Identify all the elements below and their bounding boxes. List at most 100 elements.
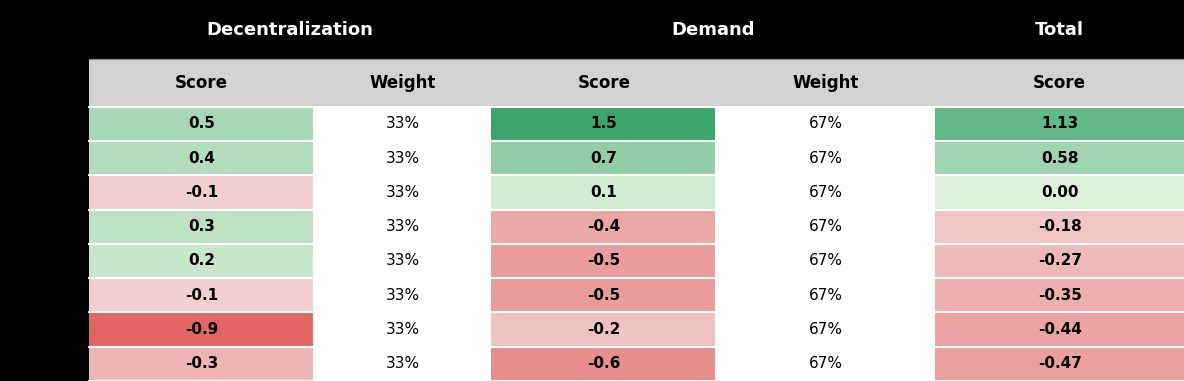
Text: 0.3: 0.3 (188, 219, 214, 234)
Text: APT: APT (26, 252, 63, 270)
FancyBboxPatch shape (89, 244, 1184, 278)
Text: AVAX: AVAX (20, 218, 69, 236)
Text: 0.1: 0.1 (591, 185, 617, 200)
FancyBboxPatch shape (491, 312, 716, 347)
Text: -0.18: -0.18 (1038, 219, 1081, 234)
Text: -0.5: -0.5 (587, 253, 620, 269)
FancyBboxPatch shape (716, 59, 935, 107)
Text: SOL: SOL (26, 149, 63, 167)
Text: XRP: XRP (26, 320, 63, 339)
Text: -0.2: -0.2 (587, 322, 620, 337)
FancyBboxPatch shape (89, 141, 314, 175)
Text: XRP: XRP (26, 320, 63, 339)
Text: 0.4: 0.4 (188, 150, 214, 166)
Text: SOL: SOL (26, 149, 63, 167)
FancyBboxPatch shape (935, 0, 1184, 59)
Text: 67%: 67% (809, 288, 843, 303)
FancyBboxPatch shape (491, 278, 716, 312)
Text: -0.4: -0.4 (587, 219, 620, 234)
Text: APT: APT (26, 252, 63, 270)
Text: -0.27: -0.27 (1037, 253, 1082, 269)
FancyBboxPatch shape (89, 175, 1184, 210)
FancyBboxPatch shape (89, 59, 314, 107)
FancyBboxPatch shape (935, 107, 1184, 141)
Text: -0.35: -0.35 (1037, 288, 1082, 303)
FancyBboxPatch shape (491, 107, 716, 141)
Text: 67%: 67% (809, 219, 843, 234)
FancyBboxPatch shape (935, 347, 1184, 381)
Text: 33%: 33% (386, 150, 419, 166)
Text: 0.5: 0.5 (188, 116, 214, 131)
FancyBboxPatch shape (89, 278, 1184, 312)
Text: 67%: 67% (809, 356, 843, 371)
Text: Score: Score (175, 74, 227, 92)
FancyBboxPatch shape (935, 312, 1184, 347)
Text: Score: Score (1034, 74, 1086, 92)
Text: 67%: 67% (809, 116, 843, 131)
Text: 33%: 33% (386, 185, 419, 200)
Text: 33%: 33% (386, 356, 419, 371)
Text: Weight: Weight (369, 74, 436, 92)
Text: -0.44: -0.44 (1037, 322, 1082, 337)
FancyBboxPatch shape (89, 244, 314, 278)
Text: 33%: 33% (386, 322, 419, 337)
Text: -0.9: -0.9 (185, 322, 218, 337)
FancyBboxPatch shape (935, 141, 1184, 175)
Text: AVAX: AVAX (20, 218, 69, 236)
Text: 67%: 67% (809, 150, 843, 166)
FancyBboxPatch shape (491, 0, 935, 59)
Text: ATOM: ATOM (18, 355, 71, 373)
FancyBboxPatch shape (491, 244, 716, 278)
Text: ATOM: ATOM (18, 355, 71, 373)
Text: -0.47: -0.47 (1037, 356, 1082, 371)
Text: 0.2: 0.2 (188, 253, 214, 269)
Text: NEAR: NEAR (19, 183, 70, 202)
FancyBboxPatch shape (89, 312, 314, 347)
Text: Demand: Demand (671, 21, 755, 38)
Text: 0.7: 0.7 (591, 150, 617, 166)
FancyBboxPatch shape (491, 347, 716, 381)
Text: 0.00: 0.00 (1041, 185, 1079, 200)
FancyBboxPatch shape (89, 210, 314, 244)
FancyBboxPatch shape (89, 107, 314, 141)
FancyBboxPatch shape (935, 175, 1184, 210)
FancyBboxPatch shape (89, 0, 491, 59)
FancyBboxPatch shape (89, 312, 1184, 347)
FancyBboxPatch shape (935, 244, 1184, 278)
FancyBboxPatch shape (89, 141, 1184, 175)
FancyBboxPatch shape (89, 175, 314, 210)
Text: Score: Score (578, 74, 630, 92)
FancyBboxPatch shape (935, 278, 1184, 312)
Text: 33%: 33% (386, 288, 419, 303)
Text: -0.5: -0.5 (587, 288, 620, 303)
Text: 67%: 67% (809, 185, 843, 200)
Text: 1.13: 1.13 (1041, 116, 1079, 131)
FancyBboxPatch shape (0, 59, 89, 107)
Text: ADA: ADA (25, 286, 64, 304)
Text: 33%: 33% (386, 253, 419, 269)
FancyBboxPatch shape (491, 59, 716, 107)
FancyBboxPatch shape (89, 210, 1184, 244)
Text: -0.1: -0.1 (185, 185, 218, 200)
FancyBboxPatch shape (935, 210, 1184, 244)
Text: 0.58: 0.58 (1041, 150, 1079, 166)
FancyBboxPatch shape (314, 59, 491, 107)
Text: ETH: ETH (26, 115, 63, 133)
Text: -0.6: -0.6 (587, 356, 620, 371)
Text: Weight: Weight (792, 74, 860, 92)
Text: ETH: ETH (26, 115, 63, 133)
FancyBboxPatch shape (491, 141, 716, 175)
Text: -0.3: -0.3 (185, 356, 218, 371)
FancyBboxPatch shape (491, 210, 716, 244)
Text: 33%: 33% (386, 219, 419, 234)
Text: Decentralization: Decentralization (207, 21, 373, 38)
Text: ADA: ADA (25, 286, 64, 304)
Text: 33%: 33% (386, 116, 419, 131)
Text: 67%: 67% (809, 253, 843, 269)
FancyBboxPatch shape (89, 347, 1184, 381)
Text: 1.5: 1.5 (591, 116, 617, 131)
FancyBboxPatch shape (935, 59, 1184, 107)
FancyBboxPatch shape (89, 278, 314, 312)
Text: Total: Total (1035, 21, 1085, 38)
FancyBboxPatch shape (89, 347, 314, 381)
